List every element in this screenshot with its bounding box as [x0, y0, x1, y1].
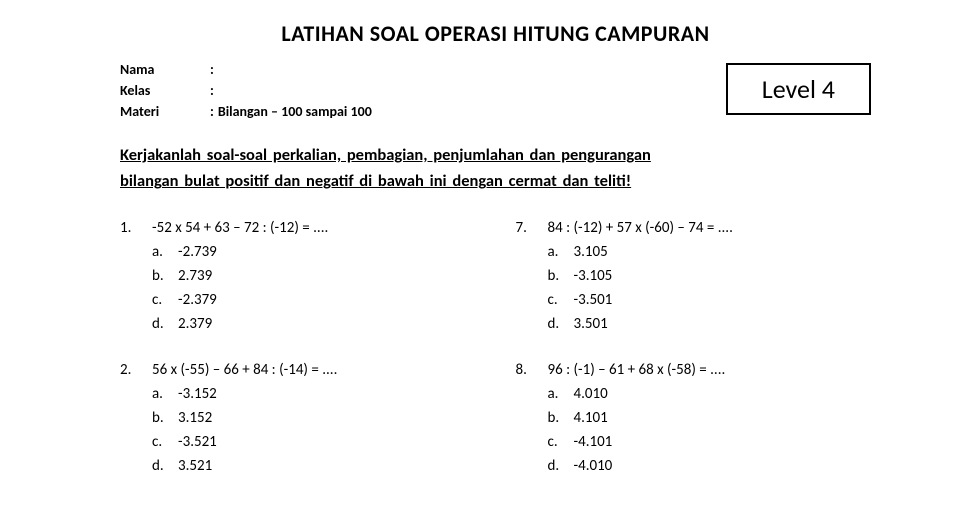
options: a.3.105b.-3.105c.-3.501d.3.501 [548, 243, 872, 333]
page-title: LATIHAN SOAL OPERASI HITUNG CAMPURAN [120, 20, 871, 47]
option-letter: b. [548, 409, 574, 427]
option-letter: c. [152, 433, 178, 451]
question-text: 56 x (-55) – 66 + 84 : (-14) = .... [152, 361, 476, 379]
option-letter: b. [152, 409, 178, 427]
option: a.4.010 [548, 385, 872, 403]
header-row: Nama : Kelas : Materi : Bilangan – 100 s… [120, 61, 871, 124]
question-number: 1. [120, 219, 152, 339]
option: d.2.379 [152, 315, 476, 333]
option-letter: d. [152, 315, 178, 333]
option-letter: d. [152, 457, 178, 475]
option-letter: b. [548, 267, 574, 285]
options: a.-3.152b.3.152c.-3.521d.3.521 [152, 385, 476, 475]
meta-block: Nama : Kelas : Materi : Bilangan – 100 s… [120, 61, 372, 124]
option: d.3.501 [548, 315, 872, 333]
option-letter: a. [152, 385, 178, 403]
meta-colon: : [210, 61, 214, 78]
meta-materi: Materi : Bilangan – 100 sampai 100 [120, 103, 372, 120]
question-body: 96 : (-1) – 61 + 68 x (-58) = .... a.4.01… [548, 361, 872, 481]
option-letter: a. [548, 385, 574, 403]
option-letter: b. [152, 267, 178, 285]
question-number: 8. [516, 361, 548, 481]
option-value: 3.105 [574, 243, 608, 261]
question-text: 84 : (-12) + 57 x (-60) – 74 = .... [548, 219, 872, 237]
option-value: -3.521 [178, 433, 217, 451]
meta-kelas-label: Kelas [120, 82, 210, 99]
option: b.3.152 [152, 409, 476, 427]
option: c.-3.521 [152, 433, 476, 451]
option-value: -2.739 [178, 243, 217, 261]
option: c.-2.379 [152, 291, 476, 309]
option-letter: a. [152, 243, 178, 261]
question: 7.84 : (-12) + 57 x (-60) – 74 = ....a.3… [516, 219, 872, 339]
meta-nama: Nama : [120, 61, 372, 78]
option: b.4.101 [548, 409, 872, 427]
option-letter: c. [152, 291, 178, 309]
question-body: 84 : (-12) + 57 x (-60) – 74 = .... a.3.1… [548, 219, 872, 339]
question-body: -52 x 54 + 63 – 72 : (-12) = .... a.-2.73… [152, 219, 476, 339]
option-value: -3.501 [574, 291, 613, 309]
option-value: -4.010 [574, 457, 613, 475]
question-number: 7. [516, 219, 548, 339]
question-number: 2. [120, 361, 152, 481]
option-letter: d. [548, 457, 574, 475]
option-letter: c. [548, 291, 574, 309]
instructions-line1: Kerjakanlah soal-soal perkalian, pembagi… [120, 142, 871, 168]
option-value: 3.152 [178, 409, 212, 427]
option: a.-3.152 [152, 385, 476, 403]
question: 1.-52 x 54 + 63 – 72 : (-12) = ....a.-2.… [120, 219, 476, 339]
meta-colon: : [210, 103, 214, 120]
option: c.-4.101 [548, 433, 872, 451]
level-box: Level 4 [726, 63, 871, 115]
questions-grid: 1.-52 x 54 + 63 – 72 : (-12) = ....a.-2.… [120, 219, 871, 503]
option: a.-2.739 [152, 243, 476, 261]
option-value: 3.521 [178, 457, 212, 475]
option-letter: c. [548, 433, 574, 451]
option-value: 2.379 [178, 315, 212, 333]
option-letter: a. [548, 243, 574, 261]
options: a.4.010b.4.101c.-4.101d.-4.010 [548, 385, 872, 475]
meta-materi-label: Materi [120, 103, 210, 120]
option: b.2.739 [152, 267, 476, 285]
meta-colon: : [210, 82, 214, 99]
instructions-line2: bilangan bulat positif dan negatif di ba… [120, 168, 871, 194]
option-value: 3.501 [574, 315, 608, 333]
option-value: -3.152 [178, 385, 217, 403]
options: a.-2.739b.2.739c.-2.379d.2.379 [152, 243, 476, 333]
meta-nama-label: Nama [120, 61, 210, 78]
option-value: 4.101 [574, 409, 608, 427]
option-letter: d. [548, 315, 574, 333]
question: 8.96 : (-1) – 61 + 68 x (-58) = .... a.4.… [516, 361, 872, 481]
right-column: 7.84 : (-12) + 57 x (-60) – 74 = ....a.3… [516, 219, 872, 503]
option: a.3.105 [548, 243, 872, 261]
option: d.-4.010 [548, 457, 872, 475]
option-value: 4.010 [574, 385, 608, 403]
question-text: -52 x 54 + 63 – 72 : (-12) = .... [152, 219, 476, 237]
left-column: 1.-52 x 54 + 63 – 72 : (-12) = ....a.-2.… [120, 219, 476, 503]
option: b.-3.105 [548, 267, 872, 285]
option: c.-3.501 [548, 291, 872, 309]
instructions: Kerjakanlah soal-soal perkalian, pembagi… [120, 142, 871, 195]
question-text: 96 : (-1) – 61 + 68 x (-58) = .... [548, 361, 872, 379]
option-value: -4.101 [574, 433, 613, 451]
question-body: 56 x (-55) – 66 + 84 : (-14) = ....a.-3.… [152, 361, 476, 481]
meta-kelas: Kelas : [120, 82, 372, 99]
option-value: 2.739 [178, 267, 212, 285]
option-value: -3.105 [574, 267, 613, 285]
option-value: -2.379 [178, 291, 217, 309]
option: d.3.521 [152, 457, 476, 475]
meta-materi-value: Bilangan – 100 sampai 100 [218, 103, 372, 120]
question: 2.56 x (-55) – 66 + 84 : (-14) = ....a.-… [120, 361, 476, 481]
